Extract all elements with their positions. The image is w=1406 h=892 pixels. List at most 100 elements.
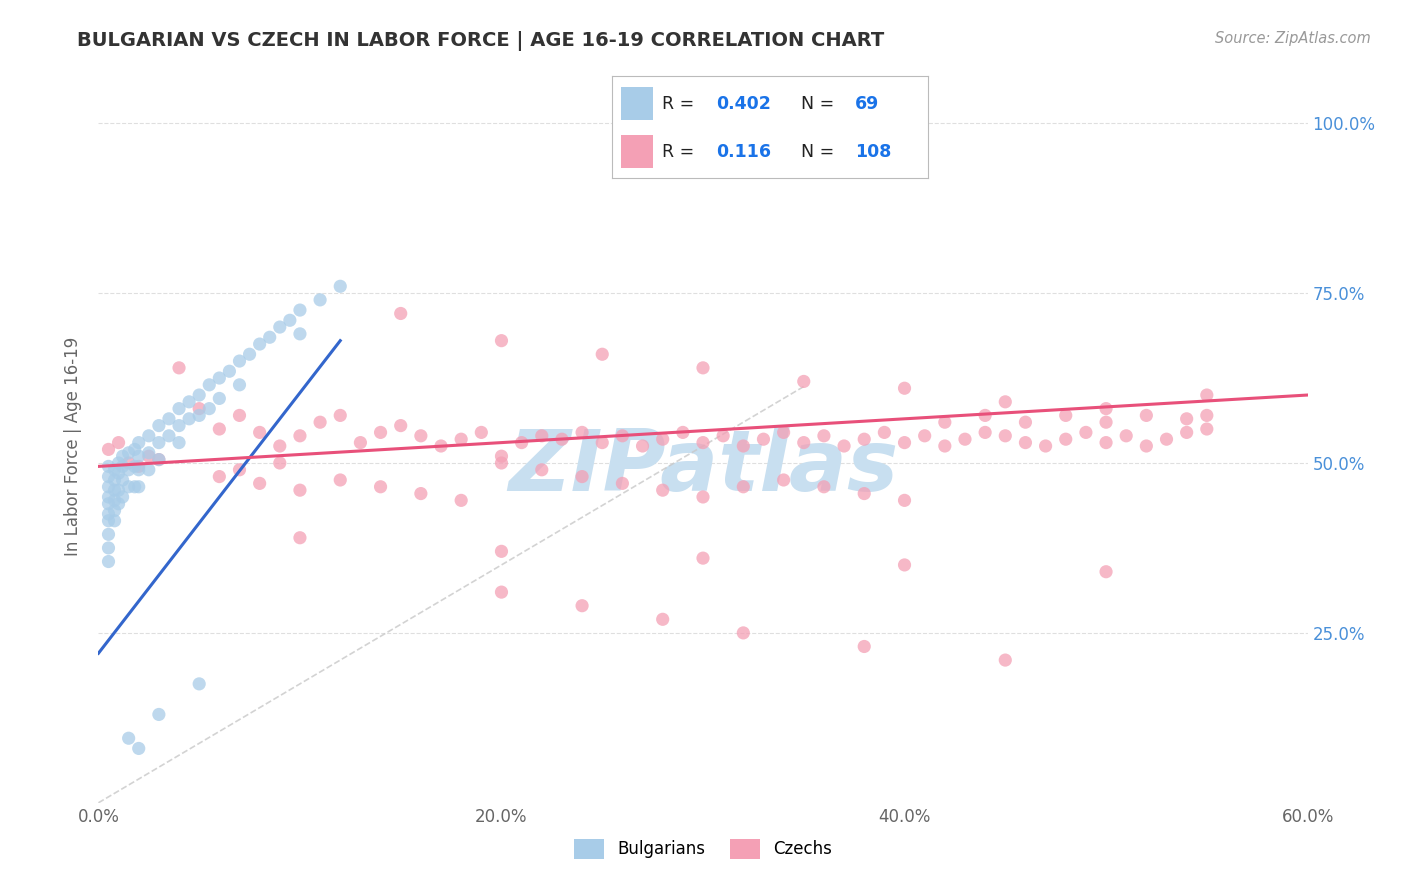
Point xyxy=(1095,435,1118,450)
Point xyxy=(914,429,936,443)
Point xyxy=(934,439,956,453)
Point xyxy=(591,435,613,450)
Point xyxy=(111,473,134,487)
Point xyxy=(1074,425,1097,440)
FancyBboxPatch shape xyxy=(621,136,652,168)
Point xyxy=(733,626,755,640)
Point xyxy=(128,435,150,450)
Point xyxy=(103,473,125,487)
Point xyxy=(1095,401,1118,416)
Point xyxy=(733,480,755,494)
Point xyxy=(179,394,201,409)
Point xyxy=(259,330,281,344)
Point xyxy=(138,449,160,463)
Text: N =: N = xyxy=(801,95,841,112)
Point xyxy=(893,435,915,450)
Point xyxy=(491,585,513,599)
Point xyxy=(813,429,835,443)
Text: BULGARIAN VS CZECH IN LABOR FORCE | AGE 16-19 CORRELATION CHART: BULGARIAN VS CZECH IN LABOR FORCE | AGE … xyxy=(77,31,884,51)
Point xyxy=(208,469,231,483)
Point xyxy=(612,429,634,443)
Point xyxy=(188,401,211,416)
Point xyxy=(309,293,332,307)
Point xyxy=(208,371,231,385)
Point xyxy=(103,514,125,528)
Point xyxy=(128,449,150,463)
Point xyxy=(188,409,211,423)
Point xyxy=(349,435,371,450)
Point xyxy=(167,435,190,450)
Point xyxy=(551,432,574,446)
Point xyxy=(288,326,311,341)
Point xyxy=(111,459,134,474)
Point xyxy=(278,313,301,327)
Point xyxy=(491,544,513,558)
Point xyxy=(409,429,432,443)
Point xyxy=(1054,432,1077,446)
Point xyxy=(510,435,533,450)
Point xyxy=(672,425,695,440)
Point xyxy=(692,490,714,504)
Point xyxy=(853,432,876,446)
Point xyxy=(1195,422,1218,436)
Point xyxy=(188,677,211,691)
Point xyxy=(111,490,134,504)
Point xyxy=(1014,435,1036,450)
Point xyxy=(118,731,141,746)
Point xyxy=(198,377,221,392)
Point xyxy=(111,449,134,463)
Point xyxy=(167,360,190,375)
Point xyxy=(793,375,815,389)
Point xyxy=(167,418,190,433)
Point xyxy=(157,412,180,426)
Point xyxy=(1195,409,1218,423)
Point xyxy=(450,493,472,508)
Text: Source: ZipAtlas.com: Source: ZipAtlas.com xyxy=(1215,31,1371,46)
Point xyxy=(329,409,352,423)
Point xyxy=(1035,439,1057,453)
Point xyxy=(491,456,513,470)
Point xyxy=(853,640,876,654)
Point xyxy=(288,429,311,443)
Point xyxy=(793,435,815,450)
Point xyxy=(228,377,250,392)
Point xyxy=(994,653,1017,667)
Point xyxy=(97,527,120,541)
Point xyxy=(1135,439,1157,453)
Point xyxy=(138,446,160,460)
Point xyxy=(157,429,180,443)
Text: R =: R = xyxy=(662,95,700,112)
Point xyxy=(974,409,997,423)
Point xyxy=(103,483,125,498)
Point xyxy=(853,486,876,500)
Point xyxy=(571,599,593,613)
Point xyxy=(128,741,150,756)
Point xyxy=(832,439,855,453)
Point xyxy=(893,381,915,395)
Point xyxy=(249,476,271,491)
Point xyxy=(107,483,129,498)
Point xyxy=(167,401,190,416)
Point xyxy=(228,409,250,423)
Point xyxy=(470,425,492,440)
Point xyxy=(148,435,170,450)
Point xyxy=(288,483,311,498)
Point xyxy=(107,497,129,511)
Point xyxy=(631,439,654,453)
Point xyxy=(934,415,956,429)
Point xyxy=(124,459,146,474)
Point xyxy=(218,364,240,378)
Y-axis label: In Labor Force | Age 16-19: In Labor Force | Age 16-19 xyxy=(65,336,83,556)
Point xyxy=(103,493,125,508)
Point xyxy=(97,541,120,555)
Point xyxy=(107,435,129,450)
Point xyxy=(530,429,553,443)
Point xyxy=(208,422,231,436)
Point xyxy=(389,418,412,433)
Point xyxy=(1175,412,1198,426)
Point xyxy=(873,425,896,440)
Point xyxy=(994,394,1017,409)
Point xyxy=(430,439,453,453)
Point xyxy=(491,334,513,348)
Point xyxy=(370,480,392,494)
